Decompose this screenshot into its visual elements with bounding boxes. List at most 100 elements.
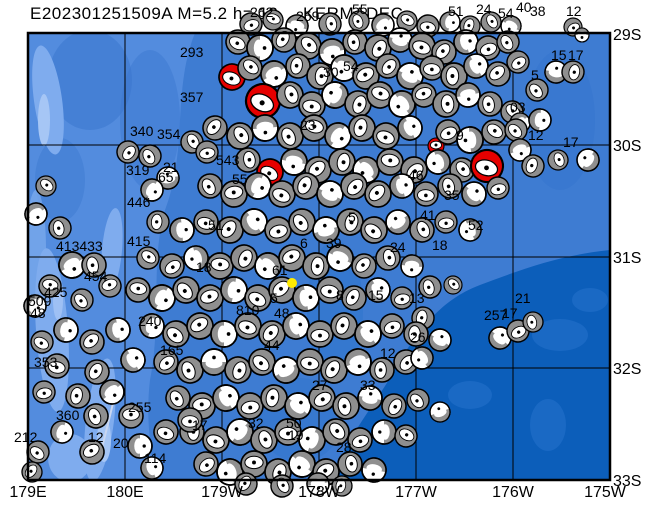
focal-mechanism xyxy=(302,252,330,280)
focal-mechanism xyxy=(235,147,261,173)
focal-mechanism xyxy=(38,274,62,298)
focal-mechanism xyxy=(400,254,424,278)
focal-mechanism xyxy=(120,347,146,373)
event-label: 17 xyxy=(563,134,579,150)
focal-mechanism xyxy=(475,35,501,61)
focal-mechanism xyxy=(26,440,50,464)
focal-mechanism xyxy=(177,407,203,433)
event-label: 41 xyxy=(420,207,436,223)
event-label: 446 xyxy=(127,194,151,210)
focal-mechanism xyxy=(153,419,179,445)
event-label: 340 xyxy=(130,123,154,139)
event-label: 259 xyxy=(296,8,320,24)
focal-mechanism xyxy=(348,114,376,142)
event-label: 15 xyxy=(368,287,384,303)
event-label: 454 xyxy=(84,268,108,284)
event-label: 65 xyxy=(158,169,174,185)
event-label: 46 xyxy=(408,167,424,183)
event-label: 5 xyxy=(270,290,278,306)
event-label: 55 xyxy=(352,1,368,17)
event-label: 9 xyxy=(456,127,464,143)
focal-mechanism xyxy=(364,180,392,208)
event-label: 55 xyxy=(232,171,248,187)
event-label: 509 xyxy=(28,293,52,309)
event-label: 18 xyxy=(432,237,448,253)
focal-mechanism xyxy=(296,348,324,376)
focal-mechanism xyxy=(292,172,320,200)
map-frame xyxy=(26,31,612,482)
focal-mechanism xyxy=(220,276,248,304)
focal-mechanism xyxy=(481,119,507,145)
focal-mechanism xyxy=(371,419,397,445)
focal-mechanism xyxy=(308,384,336,412)
focal-mechanism xyxy=(410,346,434,370)
focal-mechanism xyxy=(576,148,600,172)
event-label: 262 xyxy=(250,4,274,20)
event-label: 20 xyxy=(113,435,129,451)
focal-mechanism xyxy=(463,53,489,79)
event-label: 12 xyxy=(566,3,582,19)
longitude-tick-label: 179E xyxy=(9,484,46,501)
focal-mechanism xyxy=(340,172,368,200)
longitude-tick-label: 176W xyxy=(492,484,535,501)
event-label: 319 xyxy=(126,162,150,178)
event-label: 27 xyxy=(312,377,328,393)
focal-mechanism xyxy=(458,218,482,242)
focal-mechanism xyxy=(234,312,262,340)
event-label: 26 xyxy=(410,329,426,345)
event-label: 39 xyxy=(326,235,342,251)
focal-mechanism xyxy=(396,62,424,90)
focal-mechanism xyxy=(84,359,110,385)
event-label: 255 xyxy=(128,399,152,415)
longitude-tick-label: 179W xyxy=(201,484,244,501)
focal-mechanism xyxy=(352,156,380,184)
focal-mechanism xyxy=(206,252,234,280)
latitude-tick-label: 31S xyxy=(613,250,641,267)
longitude-tick-label: 178W xyxy=(298,484,341,501)
focal-mechanism xyxy=(574,27,590,43)
focal-mechanism xyxy=(357,385,383,411)
focal-mechanism xyxy=(230,244,258,272)
focal-mechanism xyxy=(486,176,510,200)
focal-mechanism xyxy=(525,78,549,102)
event-label: 257 xyxy=(484,307,508,323)
event-label: 8 xyxy=(336,287,344,303)
event-label: 6 xyxy=(300,235,308,251)
focal-mechanism xyxy=(389,173,415,199)
event-label: 24 xyxy=(476,1,492,17)
focal-mechanism xyxy=(240,208,268,236)
focal-mechanism xyxy=(127,433,153,459)
focal-mechanism xyxy=(437,173,463,199)
event-label: 17 xyxy=(502,305,518,321)
focal-mechanism xyxy=(248,348,276,376)
event-label: 44 xyxy=(264,337,280,353)
focal-mechanism xyxy=(79,439,105,465)
focal-mechanism xyxy=(35,175,57,197)
focal-mechanism xyxy=(116,140,140,164)
focal-mechanism xyxy=(298,426,326,454)
event-label: 50 xyxy=(286,415,302,431)
focal-mechanism xyxy=(195,140,219,164)
focal-mechanism xyxy=(403,321,429,347)
focal-mechanism xyxy=(322,418,350,446)
focal-mechanism xyxy=(406,388,430,412)
event-label: 13 xyxy=(409,290,425,306)
focal-mechanism xyxy=(226,122,254,150)
focal-mechanism xyxy=(65,383,91,409)
focal-mechanism xyxy=(294,32,322,60)
focal-mechanism xyxy=(408,32,436,60)
focal-mechanism xyxy=(244,284,272,312)
event-label: 35 xyxy=(444,187,460,203)
focal-mechanism xyxy=(508,138,532,162)
focal-mechanism xyxy=(224,356,252,384)
focal-mechanism xyxy=(202,115,228,141)
focal-mechanism xyxy=(418,275,442,299)
focal-mechanism xyxy=(278,244,306,272)
focal-mechanism xyxy=(162,320,190,348)
focal-mechanism xyxy=(413,181,439,207)
focal-mechanism-red xyxy=(469,148,505,184)
focal-mechanism xyxy=(285,53,311,79)
focal-mechanism xyxy=(202,426,230,454)
event-label: 03 xyxy=(510,99,526,115)
event-label: 23 xyxy=(300,117,316,133)
